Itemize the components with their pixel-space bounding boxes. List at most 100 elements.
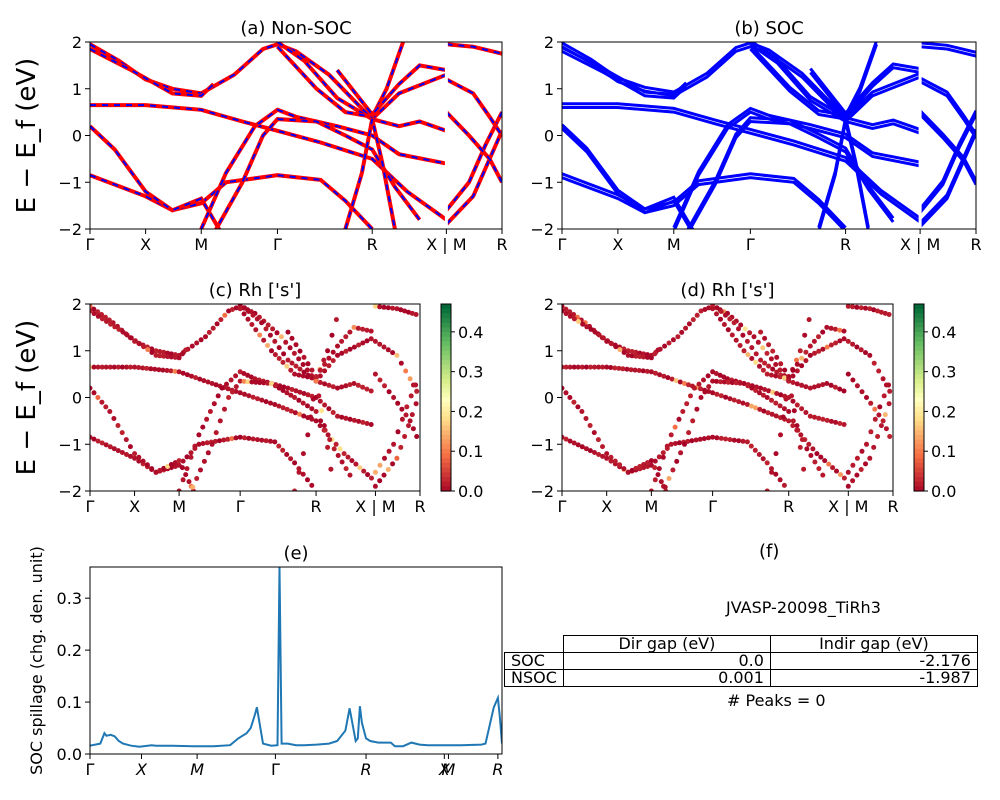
projection-point (157, 349, 163, 354)
projection-point (394, 352, 400, 358)
y-tick-label: 1 (544, 80, 554, 99)
projection-point (272, 383, 278, 389)
projection-point (868, 400, 874, 406)
projection-point (867, 306, 873, 312)
soc-band-line (919, 132, 976, 228)
projection-point (859, 389, 865, 395)
projection-point (588, 326, 594, 332)
y-tick-label: 0 (72, 389, 82, 408)
projection-point (666, 340, 672, 346)
header-dir-gap: Dir gap (eV) (562, 635, 771, 653)
projection-point (758, 385, 764, 391)
projection-point (325, 348, 331, 354)
projection-point (263, 326, 269, 332)
projection-point (587, 364, 593, 370)
projection-point (288, 408, 294, 414)
scatter-points (562, 304, 893, 491)
projection-point (296, 466, 302, 472)
projection-point (824, 417, 830, 423)
projection-point (628, 367, 634, 373)
projection-point (301, 354, 307, 360)
projection-point (794, 361, 800, 367)
projection-point (372, 304, 378, 309)
projection-point (289, 387, 295, 392)
projection-point (188, 450, 194, 456)
projection-point (652, 465, 658, 471)
plot-frame (89, 566, 503, 755)
projection-point (184, 466, 190, 472)
projection-point (414, 434, 420, 439)
projection-point (567, 313, 573, 319)
projection-point (410, 426, 416, 432)
projection-point (309, 406, 315, 412)
projection-point (390, 350, 396, 356)
projection-point (347, 472, 353, 478)
y-tick-label: 0.0 (57, 745, 82, 764)
projection-point (878, 423, 884, 429)
projection-point (799, 406, 805, 412)
projection-point (132, 451, 138, 457)
projection-point (276, 385, 282, 391)
projection-point (168, 368, 174, 374)
projection-point (820, 416, 826, 422)
projection-point (648, 369, 654, 375)
colorbar-segment (914, 476, 924, 483)
projection-point (200, 441, 206, 446)
projection-point (205, 450, 211, 456)
projection-point (241, 378, 247, 384)
projection-point (321, 423, 327, 429)
projection-point (867, 352, 873, 358)
projection-point (276, 443, 282, 449)
peaks-count: # Peaks = 0 (727, 691, 826, 710)
colorbar-segment (914, 360, 924, 366)
projection-point (300, 451, 306, 457)
projection-point (91, 311, 97, 317)
soc-band-line (562, 45, 921, 124)
projection-point (686, 382, 691, 388)
colorbar-tick-label: 0.3 (931, 363, 956, 382)
colorbar-segment (441, 476, 451, 483)
colorbar-segment (441, 332, 451, 338)
projection-point (660, 450, 666, 456)
projection-point (748, 443, 754, 449)
projection-point (168, 354, 174, 360)
projection-point (863, 305, 868, 311)
colorbar-segment (914, 430, 924, 436)
nsoc-band-dash (445, 78, 502, 137)
x-tick-label: R (783, 497, 794, 516)
projection-point (677, 379, 683, 385)
projection-point (710, 304, 716, 307)
projection-point (95, 313, 101, 319)
projection-point (762, 387, 768, 392)
projection-point (327, 437, 333, 443)
projection-point (172, 354, 178, 360)
projection-point (330, 410, 336, 415)
projection-point (211, 401, 217, 407)
projection-point (774, 369, 780, 375)
projection-point (115, 364, 121, 370)
projection-point (249, 322, 255, 327)
projection-point (124, 332, 130, 338)
projection-point (714, 305, 720, 311)
projection-point (339, 338, 345, 344)
projection-point (883, 426, 889, 432)
projection-point (736, 438, 742, 444)
projection-point (760, 456, 766, 462)
colorbar-segment (914, 402, 924, 408)
projection-point (769, 372, 774, 378)
x-tick-label: X (601, 497, 612, 516)
projection-point (592, 450, 597, 455)
projection-point (567, 438, 573, 444)
projection-point (321, 357, 327, 363)
projection-point (600, 453, 606, 459)
projection-point (745, 352, 751, 358)
projection-point (212, 438, 218, 444)
projection-point (317, 398, 323, 404)
projection-point (157, 353, 163, 359)
projection-point (369, 475, 374, 481)
y-tick-label: 0 (544, 389, 554, 408)
projection-point (377, 341, 383, 347)
projection-point (806, 317, 812, 323)
projection-point (786, 418, 792, 424)
projection-point (292, 410, 298, 416)
